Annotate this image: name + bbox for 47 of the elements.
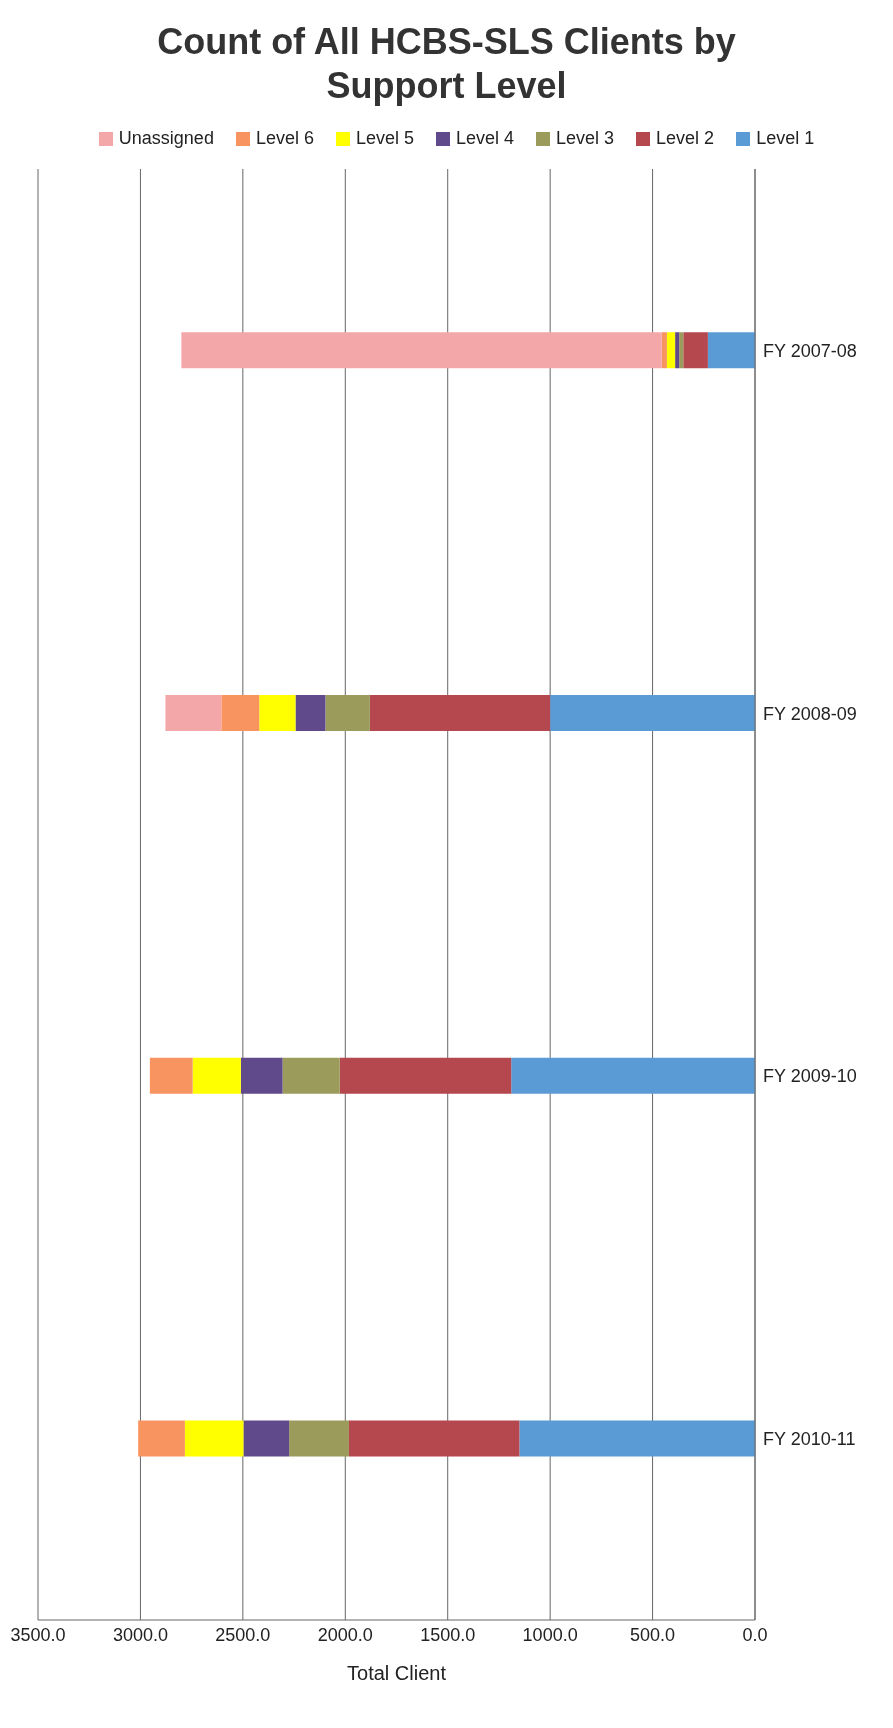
legend-label: Level 1 bbox=[756, 128, 815, 149]
bar bbox=[679, 332, 684, 369]
legend-label: Unassigned bbox=[118, 128, 214, 149]
legend-label: Level 3 bbox=[556, 128, 615, 149]
bar bbox=[184, 1420, 244, 1457]
legend-label: Level 4 bbox=[455, 128, 515, 149]
bar bbox=[369, 694, 551, 731]
bar bbox=[675, 332, 680, 369]
y-tick-label: FY 2007-08 bbox=[763, 340, 857, 361]
bar bbox=[221, 694, 260, 731]
bar bbox=[339, 1057, 512, 1094]
y-tick-label: FY 2010-11 bbox=[763, 1429, 856, 1450]
bar bbox=[259, 694, 296, 731]
bar bbox=[240, 1057, 283, 1094]
bar bbox=[192, 1057, 241, 1094]
bar bbox=[149, 1057, 193, 1094]
bar bbox=[243, 1420, 290, 1457]
legend-label: Level 2 bbox=[656, 128, 715, 149]
bar bbox=[181, 332, 662, 369]
y-tick-label: FY 2008-09 bbox=[763, 703, 857, 724]
bar bbox=[325, 694, 370, 731]
legend-label: Level 5 bbox=[355, 128, 414, 149]
x-tick-label: 0.0 bbox=[742, 1624, 768, 1645]
x-tick-label: 3500.0 bbox=[10, 1624, 66, 1645]
bar bbox=[519, 1420, 755, 1457]
bar bbox=[295, 694, 326, 731]
bar bbox=[511, 1057, 755, 1094]
chart-title: Count of All HCBS-SLS Clients by Support Level bbox=[156, 20, 737, 108]
bar bbox=[138, 1420, 185, 1457]
x-axis-title: Total Client bbox=[347, 1662, 447, 1684]
x-tick-label: 2000.0 bbox=[317, 1624, 373, 1645]
bar bbox=[683, 332, 708, 369]
x-tick-label: 3000.0 bbox=[112, 1624, 168, 1645]
bar bbox=[348, 1420, 520, 1457]
y-tick-label: FY 2009-10 bbox=[763, 1066, 857, 1087]
bar bbox=[165, 694, 222, 731]
bar bbox=[661, 332, 667, 369]
x-tick-label: 2500.0 bbox=[215, 1624, 271, 1645]
x-tick-label: 1500.0 bbox=[420, 1624, 476, 1645]
bar bbox=[550, 694, 755, 731]
x-tick-label: 1000.0 bbox=[522, 1624, 578, 1645]
bar bbox=[289, 1420, 349, 1457]
bar bbox=[666, 332, 676, 369]
bar bbox=[282, 1057, 340, 1094]
x-tick-label: 500.0 bbox=[630, 1624, 676, 1645]
bar bbox=[707, 332, 755, 369]
legend-label: Level 6 bbox=[255, 128, 314, 149]
